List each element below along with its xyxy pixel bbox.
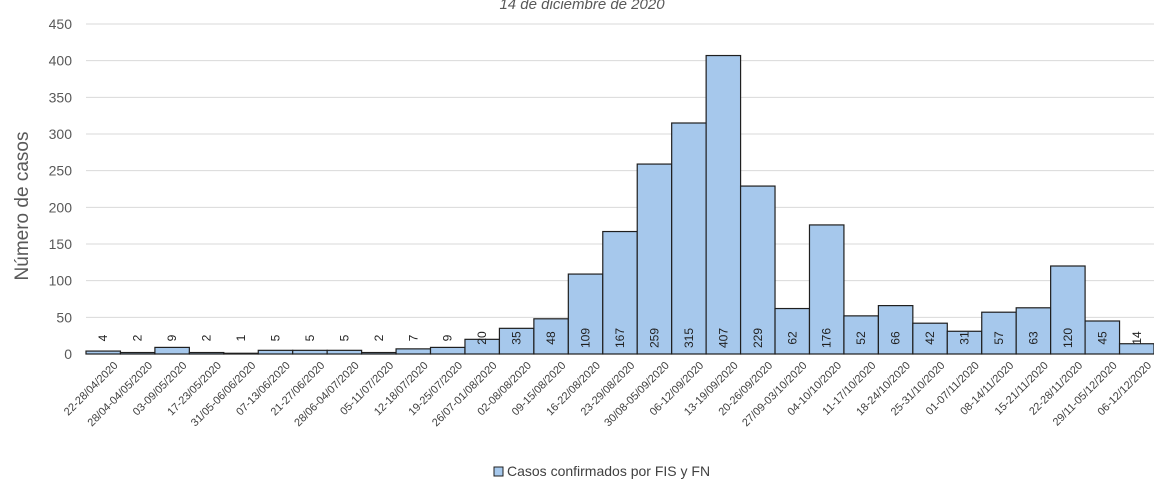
y-axis-ticks: 0 50 100 150 200 250 300 350 400 450 — [49, 16, 73, 362]
data-label: 52 — [854, 331, 868, 345]
data-label: 176 — [820, 328, 834, 348]
bar — [533, 318, 569, 355]
bar — [567, 273, 604, 355]
legend-swatch — [493, 466, 504, 477]
data-label: 109 — [579, 328, 593, 348]
bar — [843, 315, 879, 355]
y-tick-label: 350 — [49, 89, 73, 105]
y-axis-label: Número de casos — [12, 132, 33, 281]
y-tick-label: 150 — [49, 236, 73, 252]
x-tick-label: 29/11-05/12/2020 — [1051, 360, 1120, 429]
x-axis-ticks: 22-28/04/202028/04-04/05/202003-09/05/20… — [62, 360, 1154, 429]
bar — [429, 346, 466, 355]
bar — [774, 307, 811, 355]
bar — [877, 305, 914, 355]
data-label: 14 — [1130, 331, 1144, 345]
data-label: 62 — [785, 331, 799, 345]
bar — [636, 163, 673, 355]
data-label: 407 — [716, 328, 730, 348]
bar — [602, 230, 638, 355]
y-tick-label: 250 — [49, 163, 73, 179]
data-label: 35 — [510, 331, 524, 345]
data-label: 315 — [682, 328, 696, 348]
data-label: 31 — [958, 331, 972, 345]
x-tick-label: 30/08-05/09/2020 — [602, 360, 671, 429]
bar — [808, 224, 845, 355]
bar — [223, 352, 259, 355]
data-label: 1 — [234, 334, 248, 341]
bar — [85, 350, 122, 355]
data-label: 5 — [303, 334, 317, 341]
bar — [257, 349, 294, 355]
data-label: 9 — [165, 334, 179, 341]
y-tick-label: 200 — [49, 199, 73, 215]
y-tick-label: 100 — [49, 273, 73, 289]
bar — [395, 348, 432, 355]
bar — [705, 54, 742, 355]
y-tick-label: 400 — [49, 53, 73, 69]
y-tick-label: 50 — [56, 309, 72, 325]
bar — [981, 311, 1017, 355]
data-label: 5 — [337, 334, 351, 341]
gridlines — [86, 23, 1154, 355]
bars — [85, 54, 1154, 355]
chart-title: 14 de diciembre de 2020 — [499, 0, 665, 13]
x-tick-label: 31/05-06/06/2020 — [189, 360, 258, 429]
x-tick-label: 26/07-01/08/2020 — [430, 360, 499, 429]
data-label: 2 — [131, 334, 145, 341]
data-label: 259 — [647, 328, 661, 348]
data-label: 63 — [1026, 331, 1040, 345]
legend-label: Casos confirmados por FIS y FN — [507, 463, 710, 479]
bar — [361, 351, 397, 355]
bar — [739, 185, 776, 355]
x-tick-label: 27/09-03/10/2020 — [740, 360, 809, 429]
data-label: 167 — [613, 328, 627, 348]
data-label: 66 — [889, 331, 903, 345]
data-label: 229 — [751, 328, 765, 348]
bar — [154, 346, 190, 355]
bar — [326, 349, 363, 355]
bar — [188, 351, 225, 355]
data-label: 5 — [268, 334, 282, 341]
y-tick-label: 300 — [49, 126, 73, 142]
y-tick-label: 450 — [49, 16, 73, 32]
bar — [671, 122, 707, 355]
data-label: 120 — [1061, 328, 1075, 348]
data-label: 20 — [475, 331, 489, 345]
data-label: 42 — [923, 331, 937, 345]
data-label: 2 — [372, 334, 386, 341]
data-label: 57 — [992, 331, 1006, 345]
bar — [119, 351, 156, 355]
bar — [1050, 265, 1086, 355]
bar — [292, 349, 328, 355]
data-labels: 4 2 9 2 1 5 5 5 2 7 9 20 35 48 109 167 259 315 407 229 62 176… — [96, 328, 1144, 348]
bar — [1084, 320, 1121, 355]
data-label: 7 — [406, 334, 420, 341]
bar — [1015, 307, 1052, 355]
legend: Casos confirmados por FIS y FN — [493, 463, 710, 479]
data-label: 48 — [544, 331, 558, 345]
data-label: 4 — [96, 334, 110, 341]
data-label: 2 — [200, 334, 214, 341]
x-tick-label: 28/04-04/05/2020 — [86, 360, 155, 429]
x-tick-label: 28/06-04/07/2020 — [292, 360, 361, 429]
data-label: 45 — [1095, 331, 1109, 345]
data-label: 9 — [441, 334, 455, 341]
y-tick-label: 0 — [64, 346, 72, 362]
